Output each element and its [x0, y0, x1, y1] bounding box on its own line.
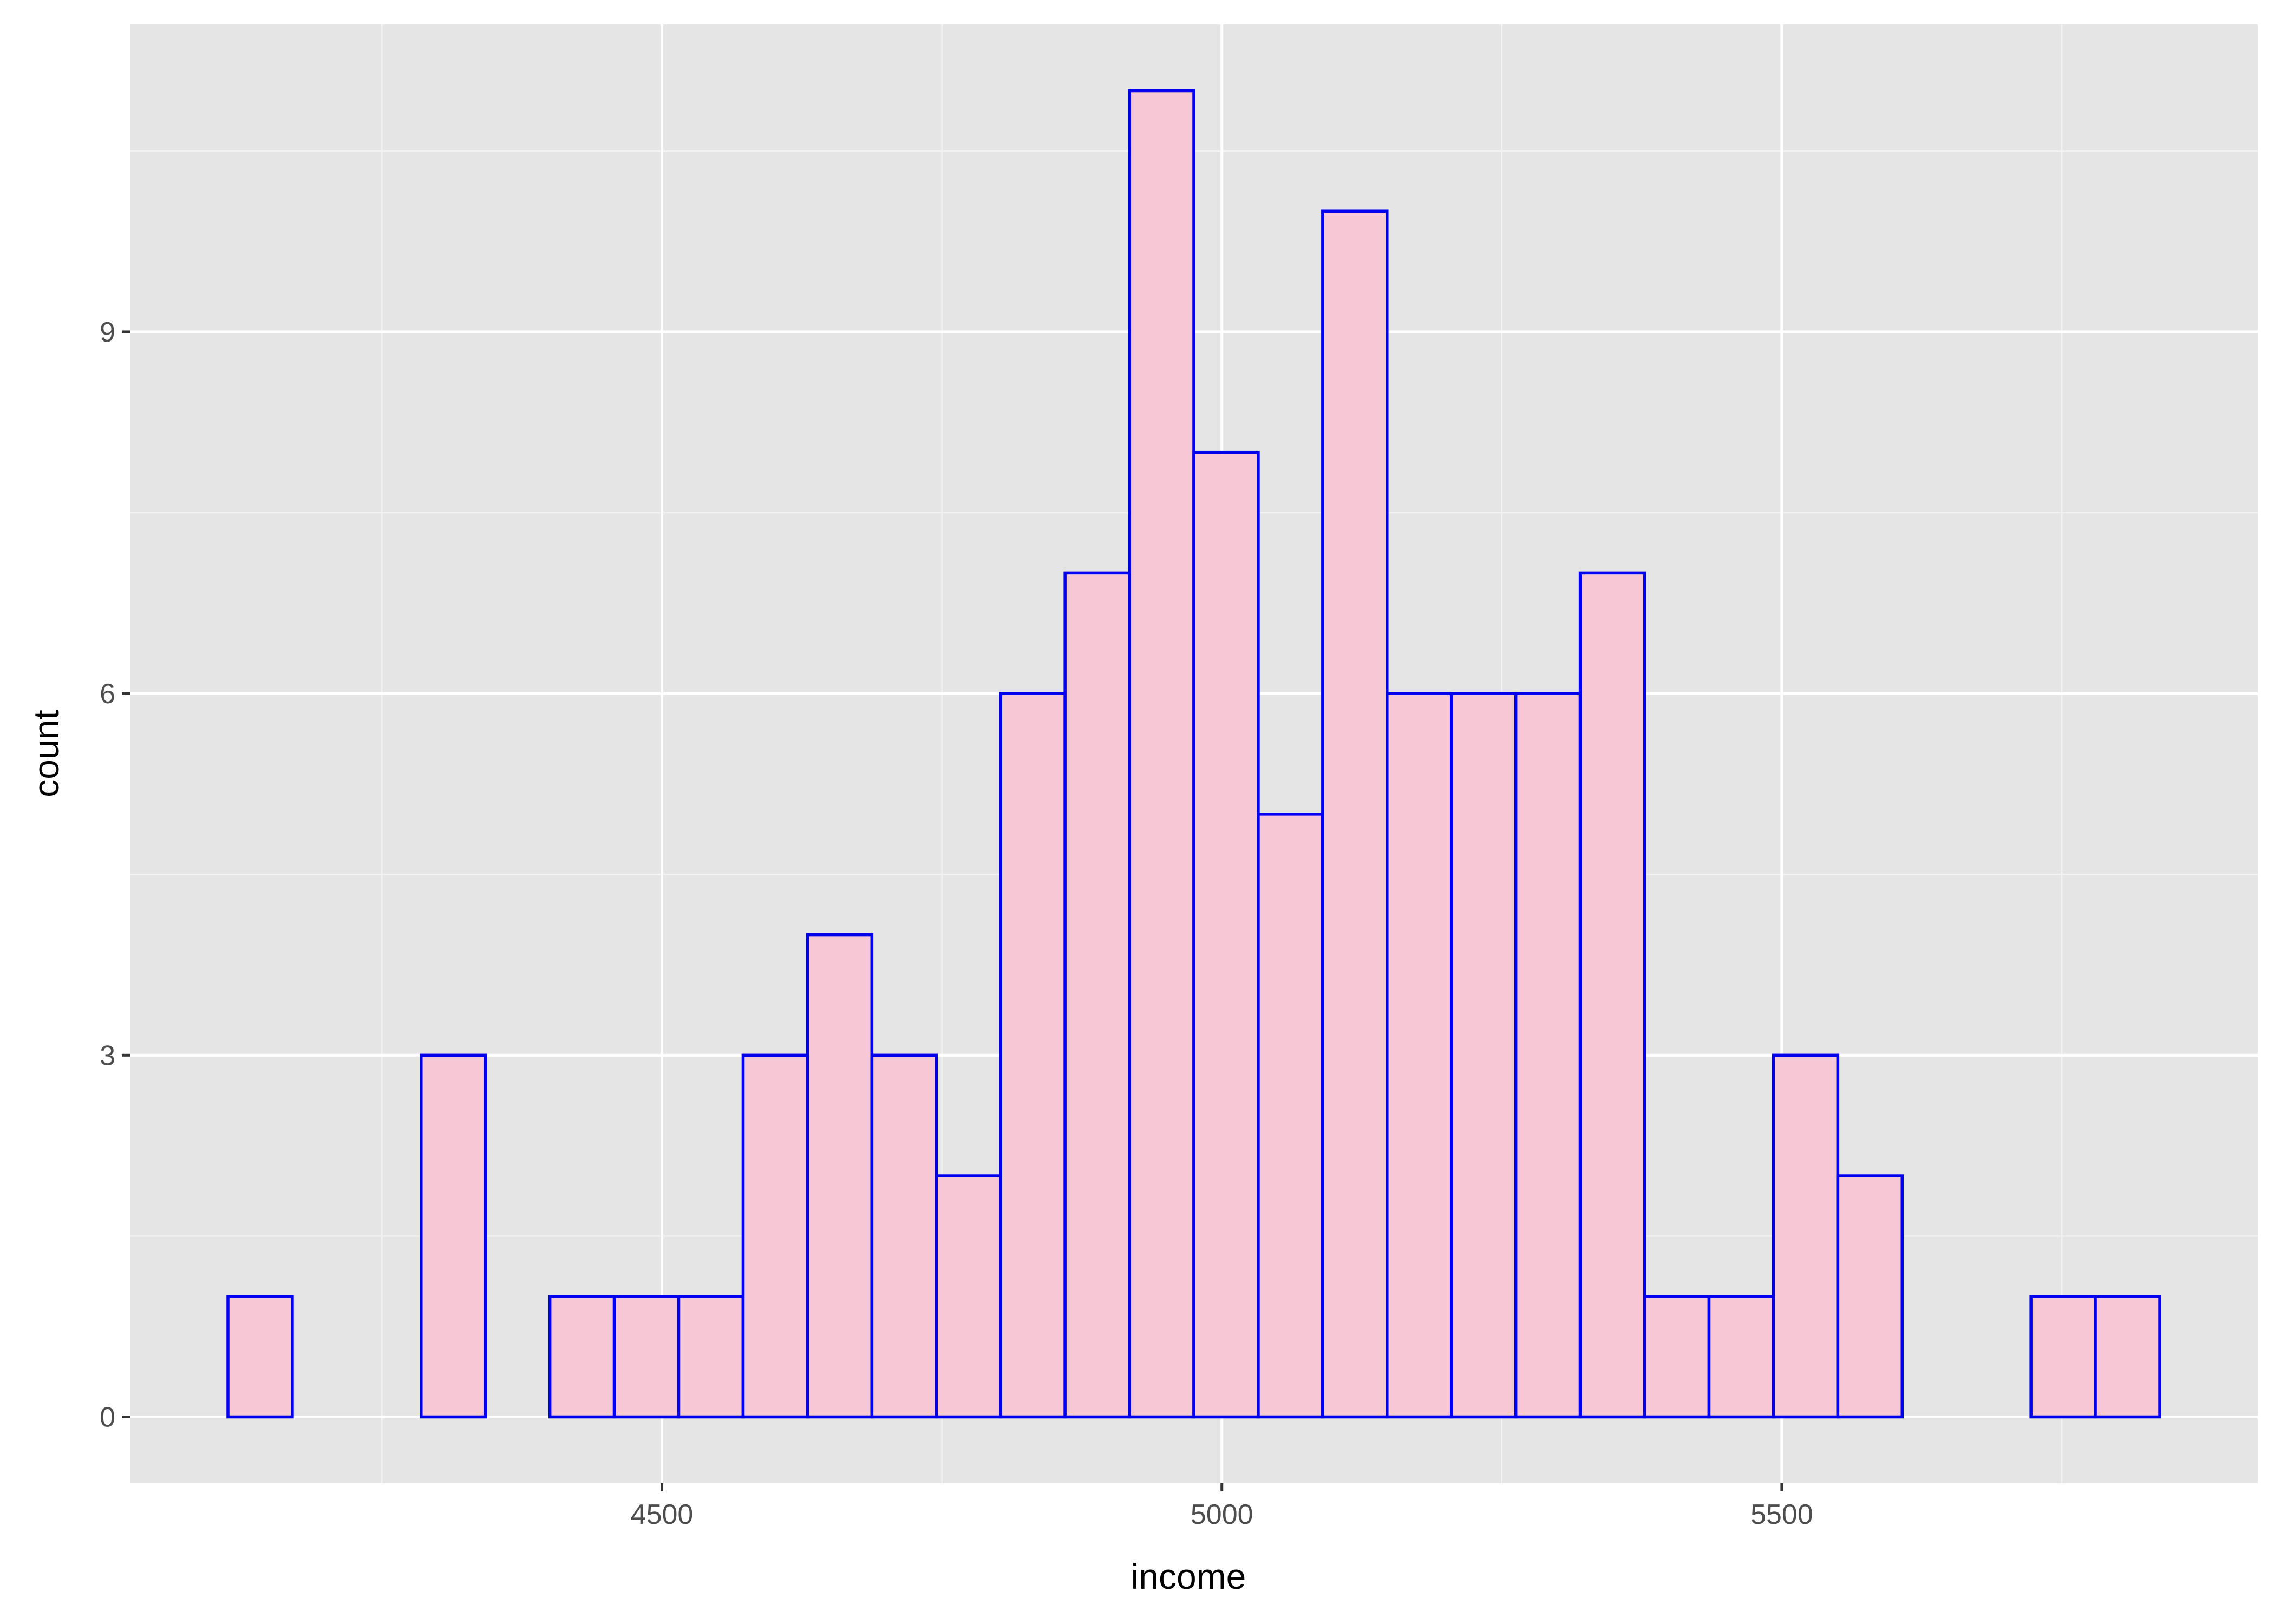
- histogram-bar: [870, 1053, 938, 1419]
- histogram-bar: [612, 1295, 681, 1419]
- x-axis-title: income: [1131, 1556, 1246, 1596]
- y-axis-title: count: [26, 710, 66, 797]
- x-axis: 4500 5000 5500: [631, 1483, 1813, 1530]
- histogram-bar: [420, 1053, 487, 1419]
- histogram-bar: [1836, 1174, 1904, 1419]
- histogram-bar: [2094, 1295, 2161, 1419]
- histogram-bar: [1128, 89, 1195, 1419]
- histogram-bar: [1321, 209, 1389, 1419]
- x-tick-label: 5500: [1750, 1499, 1813, 1530]
- histogram-bar: [1192, 450, 1260, 1419]
- histogram-bar: [1449, 692, 1518, 1419]
- histogram-bar: [741, 1053, 809, 1419]
- histogram-bar: [677, 1295, 745, 1419]
- histogram-bar: [2029, 1295, 2097, 1419]
- y-axis: 0 3 6 9: [100, 317, 130, 1433]
- y-tick-label: 0: [100, 1402, 115, 1433]
- histogram-bar: [806, 933, 874, 1419]
- histogram-bar: [1257, 813, 1324, 1419]
- y-tick-label: 6: [100, 678, 115, 710]
- histogram-bar: [548, 1295, 616, 1419]
- histogram-bar: [1772, 1053, 1840, 1419]
- y-tick-label: 9: [100, 317, 115, 348]
- histogram-bar: [999, 692, 1067, 1419]
- histogram-bar: [226, 1295, 294, 1419]
- histogram-bar: [1063, 571, 1131, 1419]
- x-tick-label: 4500: [631, 1499, 694, 1530]
- x-tick-label: 5000: [1191, 1499, 1253, 1530]
- y-tick-label: 3: [100, 1040, 115, 1071]
- histogram-bar: [1386, 692, 1453, 1419]
- histogram-bar: [1707, 1295, 1775, 1419]
- histogram-bars: [226, 89, 2161, 1419]
- histogram-bar: [1514, 692, 1582, 1419]
- histogram-bar: [935, 1174, 1002, 1419]
- histogram-bar: [1578, 571, 1646, 1419]
- histogram-bar: [1643, 1295, 1711, 1419]
